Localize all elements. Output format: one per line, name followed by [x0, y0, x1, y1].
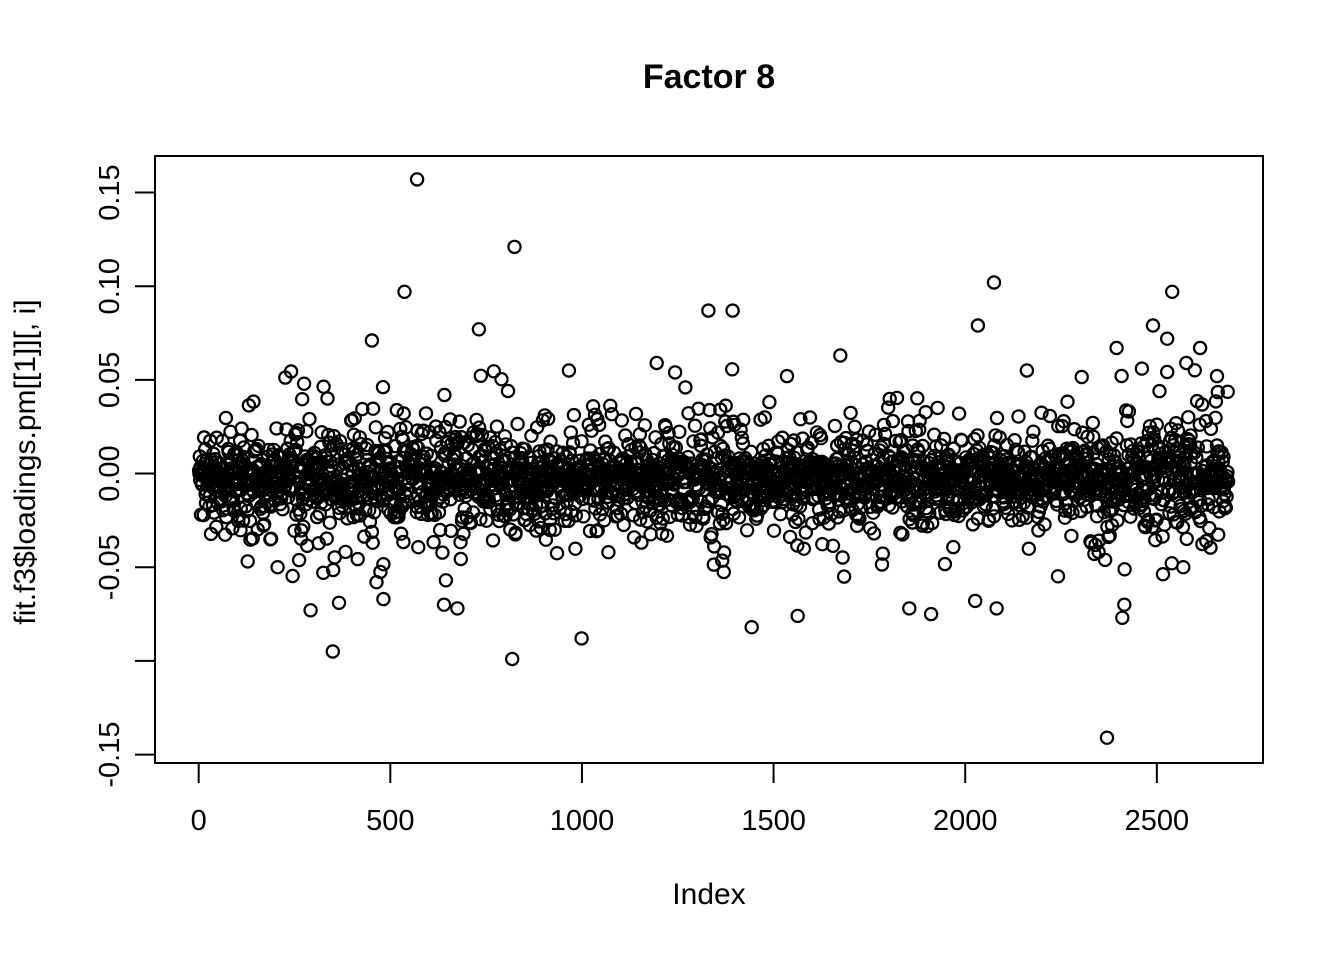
x-tick-label: 1000 — [550, 805, 615, 837]
y-tick-label: 0.15 — [94, 164, 126, 220]
y-tick-label: 0.05 — [94, 352, 126, 408]
x-tick-label: 2500 — [1125, 805, 1190, 837]
chart-title: Factor 8 — [642, 58, 776, 96]
y-tick-label: -0.15 — [94, 722, 126, 788]
y-axis: 0.15 0.10 0.05 0.00 -0.05 -0.15 — [94, 164, 155, 788]
x-axis: 0 500 1000 1500 2000 2500 — [191, 763, 1189, 837]
x-tick-label: 2000 — [933, 805, 998, 837]
y-tick-label: -0.05 — [94, 534, 126, 600]
data-points — [191, 172, 1236, 745]
y-tick-label: 0.10 — [94, 258, 126, 314]
plot-box — [154, 155, 1264, 764]
x-tick-label: 1500 — [741, 805, 806, 837]
x-axis-label: Index — [672, 878, 746, 911]
y-tick-label: 0.00 — [94, 445, 126, 501]
x-tick-label: 500 — [366, 805, 414, 837]
x-tick-label: 0 — [191, 805, 207, 837]
